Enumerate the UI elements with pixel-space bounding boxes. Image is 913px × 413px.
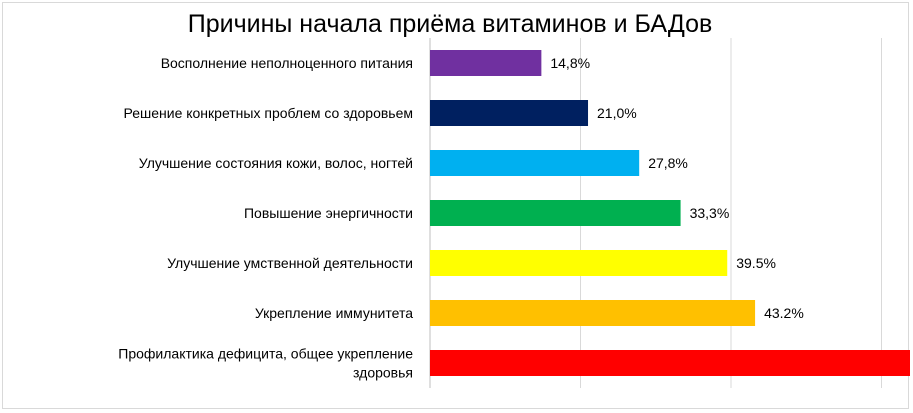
category-label: здоровья [353,365,413,381]
category-label: Улучшение умственной деятельности [167,255,413,271]
bar [430,300,756,326]
value-label: 43.2% [764,305,804,321]
value-label: 14,8% [550,55,590,71]
value-label: 21,0% [597,105,637,121]
bar [430,100,589,126]
category-label: Профилактика дефицита, общее укрепление [118,346,413,362]
value-label: 33,3% [690,205,730,221]
category-label: Повышение энергичности [244,205,413,221]
category-labels: Восполнение неполноценного питания Решени… [118,55,413,381]
bar [430,250,728,276]
bar [430,350,910,376]
value-label: 27,8% [648,155,688,171]
value-labels: 14,8%21,0%27,8%33,3%39.5%43.2%75,3% [550,55,804,321]
bar [430,50,542,76]
bar [430,200,681,226]
chart-title: Причины начала приёма витаминов и БАДов [188,10,713,38]
category-label: Восполнение неполноценного питания [161,55,413,71]
bar-chart: Причины начала приёма витаминов и БАДов … [118,10,910,388]
bars [430,50,910,376]
category-label: Решение конкретных проблем со здоровьем [123,105,413,121]
category-label: Укрепление иммунитета [255,305,413,321]
category-label: Улучшение состояния кожи, волос, ногтей [139,155,413,171]
bar [430,150,640,176]
value-label: 39.5% [736,255,776,271]
